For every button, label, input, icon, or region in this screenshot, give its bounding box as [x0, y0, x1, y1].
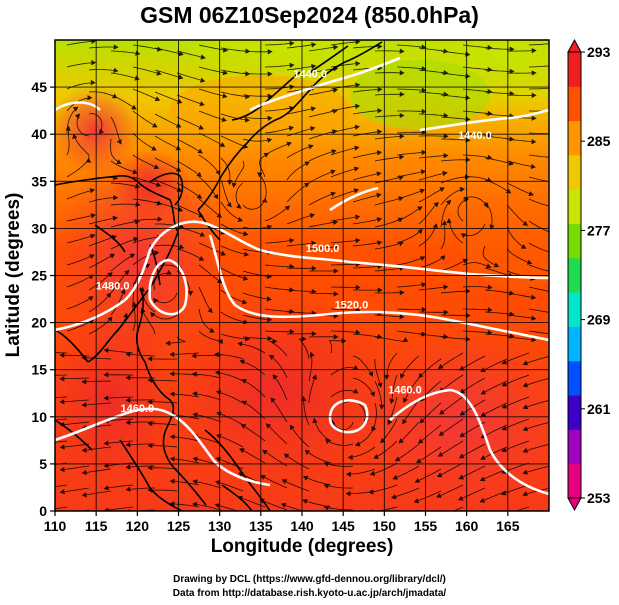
colorbar-segment [568, 189, 581, 225]
x-tick-label: 155 [414, 518, 438, 534]
x-tick-label: 125 [167, 518, 191, 534]
contour-label: 1460.0 [388, 384, 422, 396]
x-tick-label: 120 [126, 518, 150, 534]
temperature-field [55, 40, 549, 511]
y-axis-label: Latitude (degrees) [3, 192, 24, 358]
colorbar-label: 253 [587, 490, 611, 506]
x-tick-label: 150 [373, 518, 397, 534]
y-tick-label: 15 [31, 362, 47, 378]
geopotential-contours [55, 56, 549, 496]
colorbar-segment [568, 257, 581, 293]
contour-label: 1500.0 [306, 243, 340, 255]
x-axis-label: Longitude (degrees) [210, 536, 394, 557]
contour-labels: 1500.0 1520.0 1480.0 1460.0 1460.0 1440.0 1440… [96, 69, 492, 415]
graticule [55, 40, 549, 511]
colorbar-segment [568, 86, 581, 122]
colorbar-label: 269 [587, 312, 611, 328]
colorbar-segment [568, 463, 581, 499]
colorbar-label: 293 [587, 44, 611, 60]
y-tick-label: 30 [31, 220, 47, 236]
x-tick-label: 165 [496, 518, 520, 534]
contour-label: 1520.0 [335, 299, 369, 311]
y-tick-label: 25 [31, 268, 47, 284]
colorbar-label: 277 [587, 222, 611, 238]
y-tick-label: 35 [31, 173, 47, 189]
x-tick-label: 145 [331, 518, 355, 534]
y-tick-label: 20 [31, 315, 47, 331]
contour-label: 1440.0 [293, 69, 327, 81]
contour-label: 1480.0 [96, 281, 130, 293]
colorbar-segment [568, 429, 581, 465]
contour-label: 1460.0 [121, 403, 155, 415]
colorbar-segment [568, 120, 581, 156]
y-axis-label-wrap: Latitude (degrees) [2, 193, 26, 358]
colorbar-top-arrow [567, 38, 582, 53]
colorbar: 293 285 277 269 261 253 [567, 38, 611, 512]
colorbar-label: 261 [587, 401, 611, 417]
colorbar-bottom-arrow [567, 497, 582, 512]
colorbar-segment [568, 395, 581, 430]
contour-label: 1440.0 [458, 130, 492, 142]
axes: 110 115 120 125 130 135 140 145 150 155 160 165 0 5 10… [31, 79, 519, 534]
colorbar-segment [568, 154, 581, 190]
x-tick-label: 160 [455, 518, 479, 534]
credit-data: Data from http://database.rish.kyoto-u.a… [172, 588, 447, 599]
y-tick-label: 5 [39, 456, 47, 472]
chart-title: GSM 06Z10Sep2024 (850.0hPa) [140, 2, 479, 28]
colorbar-segment [568, 52, 581, 87]
y-tick-label: 40 [31, 126, 47, 142]
y-tick-label: 45 [31, 79, 47, 95]
y-tick-label: 0 [39, 503, 47, 519]
x-tick-label: 130 [208, 518, 232, 534]
x-tick-label: 135 [249, 518, 273, 534]
x-tick-label: 110 [44, 518, 67, 534]
colorbar-segment [568, 360, 581, 396]
colorbar-segment [568, 326, 581, 362]
y-tick-label: 10 [31, 409, 47, 425]
colorbar-segment [568, 223, 581, 259]
x-tick-label: 140 [290, 518, 314, 534]
x-tick-label: 115 [85, 518, 108, 534]
colorbar-label: 285 [587, 133, 611, 149]
credit-drawing: Drawing by DCL (https://www.gfd-dennou.o… [173, 574, 446, 585]
colorbar-segment [568, 292, 581, 327]
